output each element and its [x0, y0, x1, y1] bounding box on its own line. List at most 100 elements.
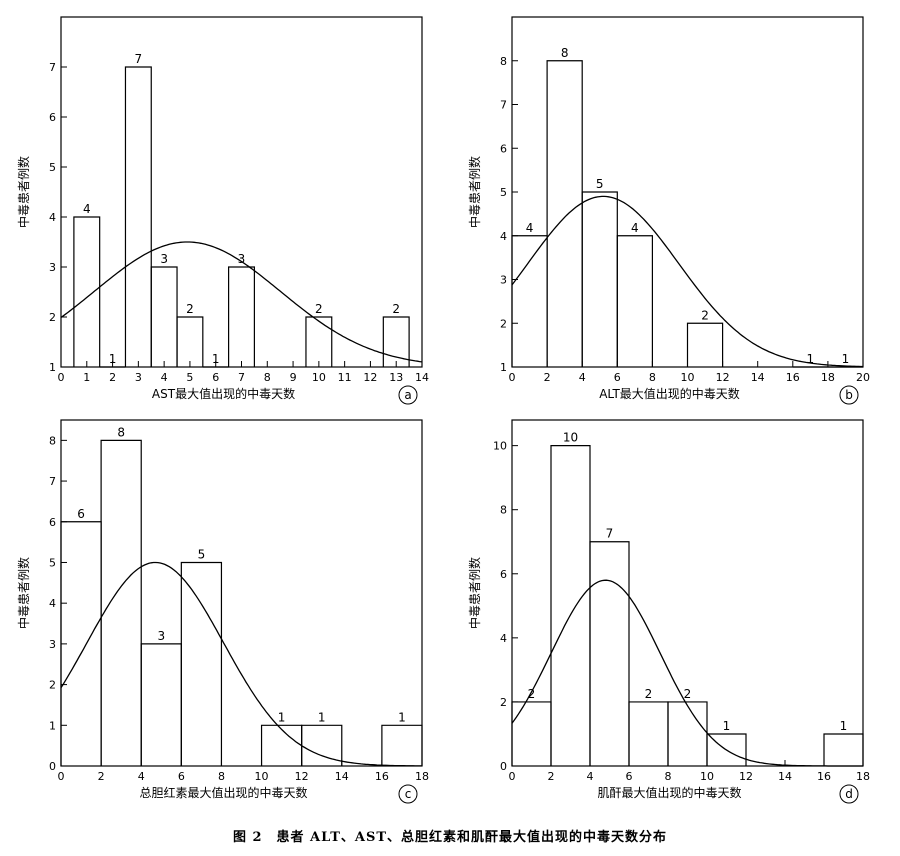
bar-count-label: 5: [198, 547, 206, 561]
y-axis-label: 中毒患者例数: [467, 156, 482, 228]
histogram-bar: [382, 316, 410, 367]
bar-count-label: 1: [212, 352, 220, 366]
normal-curve: [511, 579, 863, 767]
x-tick-label: 6: [212, 371, 219, 384]
histogram-bar: [686, 322, 724, 367]
x-tick-label: 8: [649, 371, 656, 384]
x-tick-label: 6: [178, 770, 185, 783]
bar-count-label: 2: [701, 308, 709, 322]
x-tick-label: 12: [716, 371, 730, 384]
y-tick-label: 1: [49, 719, 56, 732]
histogram-bar: [180, 561, 223, 766]
x-axis-label: ALT最大值出现的中毒天数: [599, 386, 740, 401]
normal-curve: [60, 561, 422, 767]
x-tick-label: 10: [700, 770, 714, 783]
chart-panel-d: 0 2 4 6 8 10 12 14 16 18 0 2 4 6 8 10 2 10 7 2 2 1 1 肌酐最大值出现的中毒…: [467, 419, 870, 804]
x-tick-label: 2: [109, 371, 116, 384]
plot-frame: [511, 16, 864, 368]
y-tick-label: 8: [500, 55, 507, 68]
y-tick-label: 0: [500, 760, 507, 773]
bar-count-label: 7: [606, 527, 614, 541]
x-tick-label: 12: [363, 371, 377, 384]
y-tick-label: 7: [49, 61, 56, 74]
histogram-bar: [260, 724, 303, 766]
x-axis-label: 肌酐最大值出现的中毒天数: [597, 785, 741, 800]
bar-count-label: 8: [561, 46, 569, 60]
plot-frame: [60, 16, 423, 368]
panel-label-circle: [398, 784, 418, 804]
normal-curve: [511, 195, 863, 368]
x-tick-label: 16: [375, 770, 389, 783]
histogram-bar: [100, 439, 142, 766]
y-tick-label: 2: [49, 311, 56, 324]
x-tick-label: 8: [665, 770, 672, 783]
histogram-bar: [706, 733, 747, 766]
y-tick-label: 6: [49, 111, 56, 124]
y-tick-label: 7: [500, 99, 507, 112]
x-tick-label: 14: [778, 770, 792, 783]
y-tick-label: 4: [49, 597, 56, 610]
y-tick-label: 6: [500, 568, 507, 581]
y-tick-label: 8: [500, 504, 507, 517]
y-axis-label: 中毒患者例数: [467, 557, 482, 629]
bar-count-label: 1: [398, 710, 406, 724]
bar-count-label: 2: [645, 687, 653, 701]
bar-count-label: 7: [135, 52, 143, 66]
bar-count-label: 3: [160, 252, 168, 266]
bar-count-label: 1: [807, 352, 815, 366]
x-tick-label: 20: [856, 371, 870, 384]
panel-label: a: [404, 388, 411, 402]
panel-label-circle: [839, 784, 859, 804]
x-tick-label: 14: [415, 371, 429, 384]
x-tick-label: 6: [614, 371, 621, 384]
x-tick-label: 4: [138, 770, 145, 783]
x-tick-label: 4: [579, 371, 586, 384]
x-tick-label: 11: [338, 371, 352, 384]
x-axis-label: AST最大值出现的中毒天数: [152, 386, 295, 401]
histogram-bar: [616, 235, 653, 367]
x-tick-label: 5: [186, 371, 193, 384]
x-tick-label: 4: [161, 371, 168, 384]
y-tick-label: 8: [49, 434, 56, 447]
histogram-bar: [823, 733, 864, 766]
x-tick-label: 10: [255, 770, 269, 783]
x-tick-label: 1: [83, 371, 90, 384]
histogram-bar: [550, 445, 591, 766]
y-tick-label: 6: [500, 142, 507, 155]
bar-count-label: 2: [315, 302, 323, 316]
histogram-bar: [73, 216, 101, 367]
y-tick-label: 7: [49, 475, 56, 488]
x-tick-label: 0: [509, 371, 516, 384]
histogram-bar: [589, 541, 630, 766]
bar-count-label: 3: [238, 252, 246, 266]
x-tick-label: 2: [544, 371, 551, 384]
x-tick-label: 4: [587, 770, 594, 783]
y-tick-label: 2: [500, 317, 507, 330]
x-tick-label: 14: [335, 770, 349, 783]
x-tick-label: 12: [295, 770, 309, 783]
histogram-bar: [176, 316, 204, 367]
x-tick-label: 2: [98, 770, 105, 783]
y-tick-label: 4: [49, 211, 56, 224]
bar-count-label: 2: [528, 687, 536, 701]
y-tick-label: 3: [500, 274, 507, 287]
x-tick-label: 0: [58, 770, 65, 783]
histogram-bar: [628, 701, 669, 766]
histogram-bar: [228, 266, 255, 367]
x-tick-label: 18: [821, 371, 835, 384]
x-tick-label: 14: [751, 371, 765, 384]
y-tick-label: 10: [493, 440, 507, 453]
normal-curve: [60, 241, 423, 363]
y-tick-label: 6: [49, 516, 56, 529]
histogram-bar: [667, 701, 708, 766]
plot-frame: [60, 419, 423, 767]
bar-count-label: 1: [318, 710, 326, 724]
bar-count-label: 10: [563, 431, 578, 445]
histogram-bar: [140, 643, 182, 766]
bar-count-label: 1: [842, 352, 850, 366]
x-tick-label: 18: [415, 770, 429, 783]
histogram-bar: [546, 60, 583, 367]
